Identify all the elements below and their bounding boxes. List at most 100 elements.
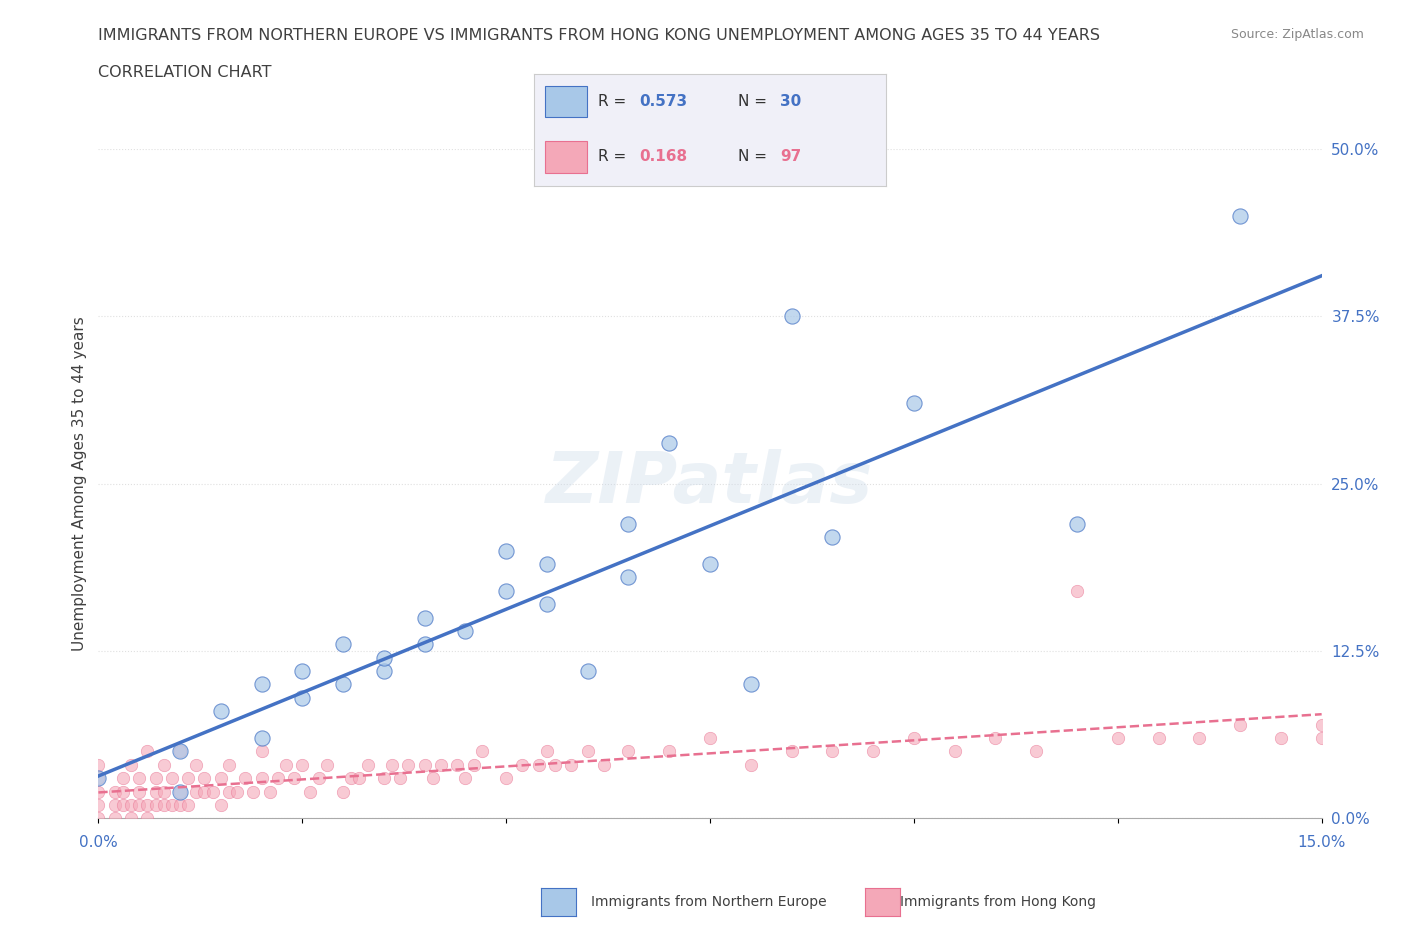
Point — [136, 744, 159, 759]
Text: Immigrants from Hong Kong: Immigrants from Hong Kong — [900, 895, 1095, 910]
Point — [617, 744, 640, 759]
Point — [291, 757, 314, 772]
Point — [233, 771, 256, 786]
Point — [658, 436, 681, 451]
Point — [177, 771, 200, 786]
Point — [308, 771, 330, 786]
Point — [169, 798, 191, 813]
Point — [389, 771, 412, 786]
Point — [1066, 583, 1088, 598]
Point — [396, 757, 419, 772]
Point — [250, 771, 273, 786]
Point — [454, 623, 477, 638]
Point — [87, 771, 110, 786]
Point — [136, 811, 159, 826]
Point — [740, 677, 762, 692]
Text: CORRELATION CHART: CORRELATION CHART — [98, 65, 271, 80]
Point — [145, 784, 167, 799]
Point — [332, 637, 354, 652]
Point — [862, 744, 884, 759]
Point — [104, 798, 127, 813]
Point — [446, 757, 468, 772]
Text: 15.0%: 15.0% — [1298, 835, 1346, 850]
Point — [209, 771, 232, 786]
Point — [120, 798, 142, 813]
Point — [349, 771, 371, 786]
Point — [315, 757, 337, 772]
Point — [1147, 731, 1170, 746]
Text: 0.573: 0.573 — [640, 94, 688, 109]
Point — [242, 784, 264, 799]
Point — [495, 771, 517, 786]
Point — [617, 516, 640, 531]
Point — [512, 757, 534, 772]
Point — [160, 771, 183, 786]
Point — [218, 784, 240, 799]
Point — [544, 757, 567, 772]
Text: R =: R = — [598, 150, 631, 165]
Point — [1229, 208, 1251, 223]
Point — [209, 798, 232, 813]
Point — [527, 757, 550, 772]
Point — [740, 757, 762, 772]
Point — [943, 744, 966, 759]
Point — [87, 771, 110, 786]
Text: N =: N = — [738, 150, 772, 165]
Point — [111, 798, 134, 813]
Point — [1025, 744, 1047, 759]
Point — [111, 771, 134, 786]
Point — [87, 798, 110, 813]
Point — [145, 798, 167, 813]
Text: 30: 30 — [780, 94, 801, 109]
Point — [1066, 516, 1088, 531]
Point — [160, 798, 183, 813]
Point — [780, 744, 803, 759]
Point — [1310, 717, 1333, 732]
Point — [413, 757, 436, 772]
Point — [259, 784, 281, 799]
Point — [120, 757, 142, 772]
Point — [495, 583, 517, 598]
Point — [495, 543, 517, 558]
Point — [422, 771, 444, 786]
Point — [463, 757, 485, 772]
Point — [87, 757, 110, 772]
Point — [136, 798, 159, 813]
Point — [454, 771, 477, 786]
Point — [373, 650, 395, 665]
Bar — [544, 141, 586, 173]
Point — [128, 784, 150, 799]
Point — [373, 664, 395, 679]
Point — [152, 784, 174, 799]
Text: 97: 97 — [780, 150, 801, 165]
Point — [201, 784, 224, 799]
Point — [267, 771, 290, 786]
Point — [186, 757, 208, 772]
Point — [332, 784, 354, 799]
Point — [780, 309, 803, 324]
Text: Source: ZipAtlas.com: Source: ZipAtlas.com — [1230, 28, 1364, 41]
Point — [1270, 731, 1292, 746]
Point — [593, 757, 616, 772]
Point — [250, 744, 273, 759]
Point — [87, 784, 110, 799]
Point — [536, 556, 558, 571]
Point — [821, 530, 844, 545]
Point — [658, 744, 681, 759]
Point — [169, 784, 191, 799]
Y-axis label: Unemployment Among Ages 35 to 44 years: Unemployment Among Ages 35 to 44 years — [72, 316, 87, 651]
Point — [1107, 731, 1129, 746]
Point — [699, 731, 721, 746]
Point — [169, 744, 191, 759]
Text: N =: N = — [738, 94, 772, 109]
Point — [193, 784, 215, 799]
Point — [169, 744, 191, 759]
Point — [226, 784, 249, 799]
Point — [274, 757, 297, 772]
Point — [576, 744, 599, 759]
Point — [193, 771, 215, 786]
Point — [218, 757, 240, 772]
Bar — [544, 86, 586, 117]
Point — [186, 784, 208, 799]
Point — [381, 757, 404, 772]
